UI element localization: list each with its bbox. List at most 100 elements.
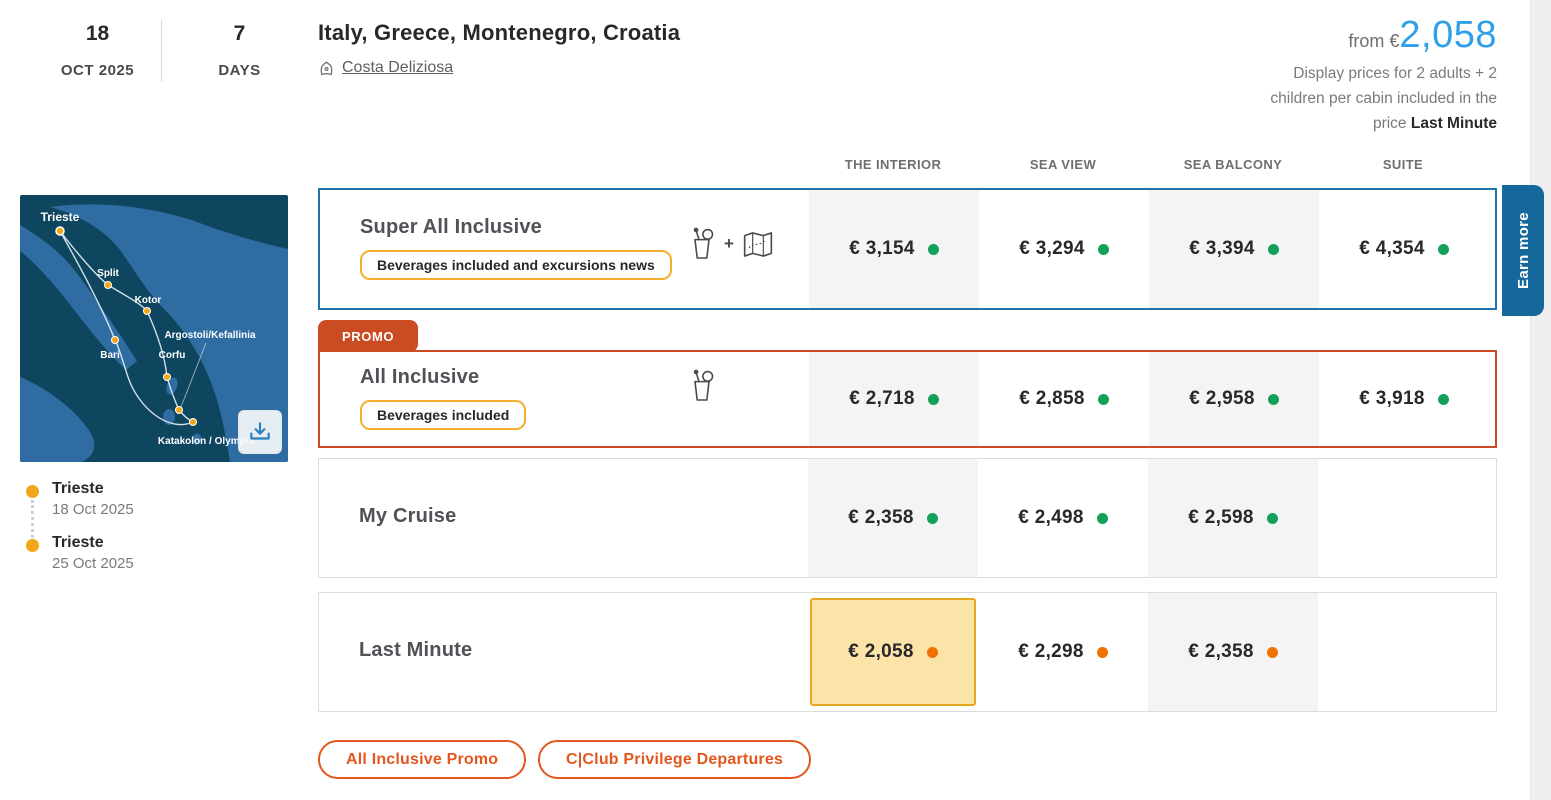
duration-label: DAYS (218, 62, 261, 79)
column-stripe (1149, 190, 1319, 308)
availability-dot (1266, 512, 1278, 524)
availability-dot (1097, 393, 1109, 405)
availability-dot (1437, 393, 1449, 405)
cruise-title-block: Italy, Greece, Montenegro, Croatia Costa… (318, 20, 680, 82)
fare-row-my-cruise: My Cruise € 2,358 € 2,498 € 2,598 (318, 458, 1497, 578)
column-header-interior: THE INTERIOR (844, 157, 942, 172)
price-cell-sea-balcony[interactable]: € 3,394 (1149, 190, 1319, 308)
column-header-suite: SUITE (1382, 157, 1424, 172)
itinerary-entry: Trieste 25 Oct 2025 (52, 534, 134, 572)
earn-more-tab[interactable]: Earn more (1502, 185, 1544, 316)
availability-dot (926, 512, 938, 524)
availability-dot (927, 243, 939, 255)
departure-month-year: OCT 2025 (60, 62, 135, 79)
price-summary: from €2,058 Display prices for 2 adults … (1270, 14, 1497, 136)
port-dot-katakolon (189, 418, 197, 426)
map-label-corfu: Corfu (159, 350, 186, 361)
price-cell-sea-view[interactable]: € 2,298 (978, 593, 1148, 711)
availability-dot (1266, 646, 1278, 658)
map-label-trieste: Trieste (41, 210, 80, 224)
price-disclaimer-line1: Display prices for 2 adults + 2 (1293, 65, 1497, 82)
from-price-prefix: from € (1348, 31, 1400, 51)
price-cell-interior[interactable]: € 2,358 (808, 459, 978, 577)
price-cell-interior[interactable]: € 2,058 (808, 593, 978, 711)
price-disclaimer: Display prices for 2 adults + 2 children… (1270, 61, 1497, 136)
excursion-map-icon (743, 231, 773, 257)
fare-badge: Beverages included (360, 400, 527, 430)
price-cell-sea-balcony[interactable]: € 2,598 (1148, 459, 1318, 577)
fare-icons (688, 368, 716, 404)
beverage-icon (693, 369, 714, 401)
fare-name: All Inclusive (360, 366, 480, 388)
beverage-icon (693, 227, 714, 259)
from-price: from €2,058 (1270, 14, 1497, 57)
selected-rate-name: Last Minute (1410, 115, 1497, 132)
itinerary-date: 25 Oct 2025 (52, 555, 134, 572)
availability-dot (1267, 393, 1279, 405)
price-cell-interior[interactable]: € 3,154 (809, 190, 979, 308)
price-cell-sea-balcony[interactable]: € 2,358 (1148, 593, 1318, 711)
itinerary-dot-end (26, 539, 39, 552)
price-cell-sea-view[interactable]: € 2,858 (979, 352, 1149, 446)
cclub-privilege-departures-button[interactable]: C|Club Privilege Departures (538, 740, 812, 779)
price-cell-sea-view[interactable]: € 2,498 (978, 459, 1148, 577)
itinerary-port: Trieste (52, 480, 104, 497)
promo-badge: PROMO (318, 320, 419, 352)
fare-badge: Beverages included and excursions news (360, 250, 672, 280)
itinerary-date: 18 Oct 2025 (52, 501, 134, 518)
departure-date: 18 OCT 2025 (40, 22, 155, 79)
fare-row-super-all-inclusive: Super All Inclusive Beverages included a… (318, 188, 1497, 310)
map-label-split: Split (97, 268, 119, 279)
cruise-duration: 7 DAYS (182, 22, 297, 79)
column-stripe (1148, 459, 1318, 577)
duration-value: 7 (233, 22, 246, 45)
from-price-value: 2,058 (1399, 14, 1497, 56)
availability-dot (1096, 646, 1108, 658)
port-dot-argostoli (175, 406, 183, 414)
price-cell-sea-view[interactable]: € 3,294 (979, 190, 1149, 308)
fare-name: Last Minute (359, 639, 473, 661)
page-background-gutter (1530, 0, 1551, 800)
port-dot-bari (111, 336, 119, 344)
column-stripe (1149, 352, 1319, 446)
column-header-sea-view: SEA VIEW (1029, 157, 1097, 172)
itinerary-connector (31, 500, 34, 538)
column-stripe (1148, 593, 1318, 711)
plus-sign: + (724, 234, 734, 253)
page-title: Italy, Greece, Montenegro, Croatia (318, 20, 681, 45)
price-disclaimer-line2: children per cabin included in the (1270, 90, 1497, 107)
port-dot-kotor (143, 307, 151, 315)
route-map-svg: Trieste Split Kotor Bari Corfu Argostoli… (20, 195, 288, 462)
route-map[interactable]: Trieste Split Kotor Bari Corfu Argostoli… (20, 195, 288, 462)
port-dot-split (104, 281, 112, 289)
departure-day: 18 (85, 22, 110, 45)
fare-icons: + (688, 226, 774, 262)
map-download-button[interactable] (238, 410, 282, 454)
price-cell-suite[interactable]: € 3,918 (1319, 352, 1489, 446)
availability-dot (1097, 243, 1109, 255)
price-cell-interior[interactable]: € 2,718 (809, 352, 979, 446)
ship-link[interactable]: Costa Deliziosa (318, 59, 453, 77)
highlighted-price-cell (810, 598, 976, 706)
all-inclusive-promo-button[interactable]: All Inclusive Promo (318, 740, 527, 779)
ship-name: Costa Deliziosa (342, 59, 454, 76)
availability-dot (1437, 243, 1449, 255)
price-cell-suite[interactable]: € 4,354 (1319, 190, 1489, 308)
column-stripe (809, 352, 979, 446)
itinerary-entry: Trieste 18 Oct 2025 (52, 480, 134, 518)
download-icon (250, 422, 270, 440)
itinerary-port: Trieste (52, 534, 104, 551)
map-label-katakolon: Katakolon / Olympia (158, 436, 255, 447)
port-dot-corfu (163, 373, 171, 381)
map-label-kotor: Kotor (135, 295, 162, 306)
fare-row-all-inclusive: All Inclusive Beverages included € 2,718… (318, 350, 1497, 448)
ship-icon (320, 60, 333, 75)
column-stripe (809, 190, 979, 308)
price-disclaimer-line3: price Last Minute (1372, 115, 1497, 132)
availability-dot (926, 646, 938, 658)
availability-dot (927, 393, 939, 405)
map-label-bari: Bari (100, 350, 120, 361)
port-dot-trieste (55, 226, 65, 236)
price-cell-sea-balcony[interactable]: € 2,958 (1149, 352, 1319, 446)
